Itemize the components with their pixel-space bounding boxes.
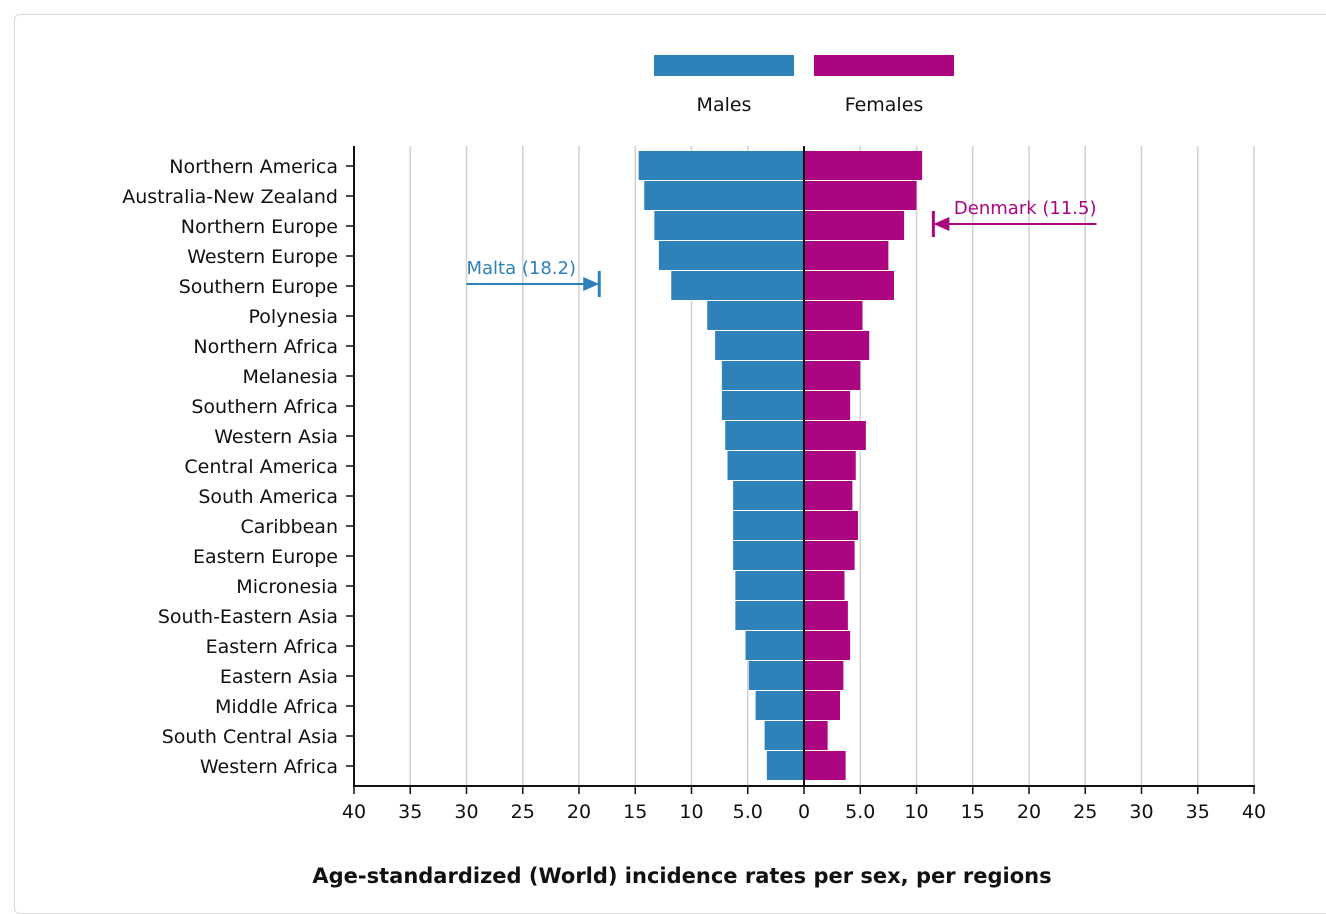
- bar-females: [804, 361, 861, 390]
- category-label: Western Africa: [200, 756, 338, 778]
- legend-label: Males: [697, 94, 752, 116]
- category-label: South America: [198, 486, 338, 508]
- bar-females: [804, 691, 840, 720]
- category-label: Caribbean: [241, 516, 339, 538]
- category-label: Middle Africa: [215, 696, 338, 718]
- x-tick-label: 30: [1129, 801, 1153, 823]
- bar-males: [733, 541, 804, 570]
- bar-females: [804, 721, 828, 750]
- bar-females: [804, 331, 870, 360]
- bar-males: [764, 721, 804, 750]
- bar-males: [671, 271, 804, 300]
- annotation-label: Denmark (11.5): [954, 198, 1097, 219]
- category-label: Northern Africa: [193, 336, 338, 358]
- category-label: Northern America: [169, 156, 338, 178]
- category-label: Northern Europe: [181, 216, 338, 238]
- bar-males: [707, 301, 804, 330]
- category-label: Southern Europe: [179, 276, 338, 298]
- bar-females: [804, 181, 917, 210]
- x-tick-label: 25: [1073, 801, 1097, 823]
- x-tick-label: 35: [398, 801, 422, 823]
- category-label: Eastern Asia: [220, 666, 338, 688]
- annotations: Malta (18.2) Denmark (11.5): [466, 198, 1097, 297]
- x-tick-label: 5.0: [845, 801, 875, 823]
- category-label: Southern Africa: [191, 396, 338, 418]
- bar-males: [745, 631, 804, 660]
- annotation-label: Malta (18.2): [467, 258, 577, 279]
- annotation-arrowhead: [933, 217, 950, 231]
- bar-females: [804, 661, 844, 690]
- category-label: South Central Asia: [162, 726, 338, 748]
- legend: Males Females: [654, 55, 954, 116]
- bar-males: [766, 751, 804, 780]
- x-tick-label: 20: [567, 801, 591, 823]
- x-tick-label: 10: [679, 801, 703, 823]
- x-tick-label: 15: [623, 801, 647, 823]
- bar-males: [725, 421, 804, 450]
- bar-females: [804, 451, 856, 480]
- category-label: Polynesia: [249, 306, 338, 328]
- legend-label: Females: [845, 94, 924, 116]
- bars: [638, 151, 923, 781]
- bar-females: [804, 211, 905, 240]
- legend-swatch: [654, 55, 794, 76]
- bar-females: [804, 301, 863, 330]
- x-tick-label: 15: [961, 801, 985, 823]
- x-tick-label: 40: [1242, 801, 1266, 823]
- bar-males: [658, 241, 804, 270]
- bar-females: [804, 241, 889, 270]
- bar-males: [755, 691, 804, 720]
- x-tick-label: 20: [1017, 801, 1041, 823]
- bar-females: [804, 481, 853, 510]
- bar-males: [735, 571, 804, 600]
- legend-swatch: [814, 55, 954, 76]
- bar-females: [804, 751, 846, 780]
- bar-females: [804, 391, 851, 420]
- bar-females: [804, 421, 866, 450]
- x-tick-label: 5.0: [733, 801, 763, 823]
- category-label: Central America: [184, 456, 338, 478]
- axes: [346, 146, 1255, 794]
- bar-males: [721, 391, 804, 420]
- bar-females: [804, 541, 855, 570]
- bar-males: [733, 511, 804, 540]
- x-tick-label: 25: [511, 801, 535, 823]
- x-tick-label: 30: [454, 801, 478, 823]
- bar-females: [804, 601, 848, 630]
- bar-females: [804, 631, 851, 660]
- bar-males: [654, 211, 804, 240]
- category-label: Eastern Europe: [193, 546, 338, 568]
- bar-females: [804, 151, 923, 180]
- category-label: Western Europe: [187, 246, 338, 268]
- bar-males: [715, 331, 804, 360]
- category-label: South-Eastern Asia: [158, 606, 338, 628]
- bar-females: [804, 271, 894, 300]
- category-label: Western Asia: [214, 426, 338, 448]
- annotation-arrowhead: [583, 277, 600, 291]
- category-label: Eastern Africa: [206, 636, 338, 658]
- bar-males: [748, 661, 804, 690]
- x-tick-label: 40: [342, 801, 366, 823]
- bar-females: [804, 571, 845, 600]
- bar-males: [644, 181, 804, 210]
- category-label: Micronesia: [236, 576, 338, 598]
- bar-males: [721, 361, 804, 390]
- x-tick-label: 10: [904, 801, 928, 823]
- x-tick-label: 35: [1186, 801, 1210, 823]
- x-tick-labels: 40 35 30 25 20 15 10 5.0 0 5.0 10 15 20 25 30 35 40: [342, 801, 1266, 823]
- bar-males: [735, 601, 804, 630]
- bar-males: [638, 151, 804, 180]
- x-axis-label: Age-standardized (World) incidence rates…: [312, 864, 1051, 888]
- category-label: Melanesia: [242, 366, 338, 388]
- x-tick-label: 0: [798, 801, 810, 823]
- category-label: Australia-New Zealand: [122, 186, 338, 208]
- bar-males: [727, 451, 804, 480]
- bar-females: [804, 511, 858, 540]
- category-labels: Northern America Australia-New Zealand Nor…: [122, 156, 338, 778]
- bar-males: [733, 481, 804, 510]
